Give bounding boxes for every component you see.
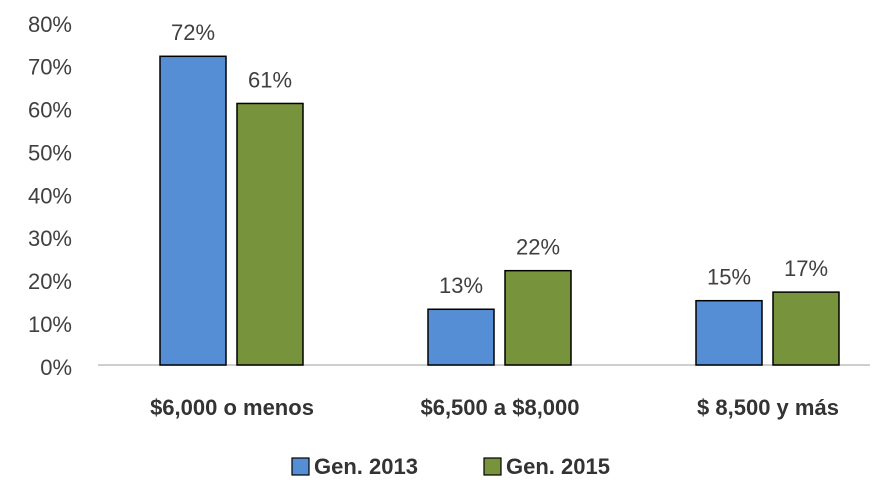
y-tick-label: 20% [28, 269, 72, 294]
bar [236, 102, 304, 366]
x-tick-label: $ 8,500 y más [697, 395, 839, 420]
bar [159, 55, 227, 366]
data-label: 22% [516, 234, 560, 259]
bar [504, 269, 572, 366]
legend-swatch [291, 457, 310, 476]
x-tick-label: $6,000 o menos [150, 395, 314, 420]
data-label: 15% [707, 265, 751, 290]
bar [427, 308, 495, 366]
bar [695, 299, 763, 366]
y-tick-label: 50% [28, 140, 72, 165]
data-label: 72% [171, 20, 215, 45]
data-label: 13% [439, 273, 483, 298]
y-tick-label: 10% [28, 312, 72, 337]
y-tick-label: 60% [28, 98, 72, 123]
y-tick-label: 0% [40, 355, 72, 380]
y-tick-label: 70% [28, 55, 72, 80]
y-tick-label: 40% [28, 183, 72, 208]
x-tick-label: $6,500 a $8,000 [420, 395, 579, 420]
legend-label: Gen. 2015 [506, 454, 610, 479]
y-tick-label: 30% [28, 226, 72, 251]
data-label: 17% [784, 256, 828, 281]
y-tick-label: 80% [28, 12, 72, 37]
legend-swatch [483, 457, 502, 476]
data-label: 61% [248, 67, 292, 92]
bar [772, 291, 840, 366]
legend-label: Gen. 2013 [314, 454, 418, 479]
